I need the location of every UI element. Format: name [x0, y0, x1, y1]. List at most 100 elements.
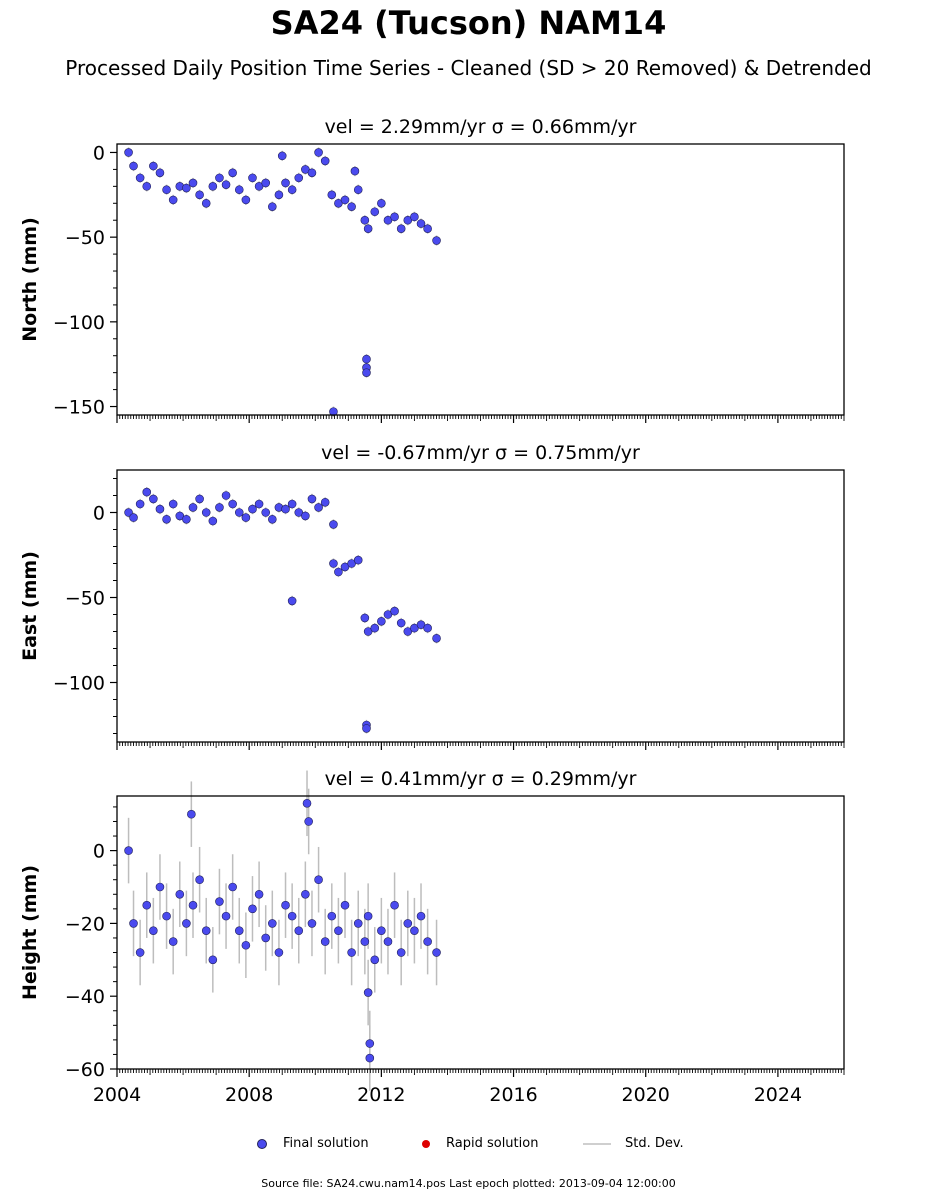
x-tick-label: 2016: [489, 1084, 537, 1106]
east-y-tick-label: −50: [65, 588, 105, 610]
north-data-point: [168, 195, 178, 205]
east-data-point: [320, 497, 330, 507]
north-data-point: [261, 178, 271, 188]
east-data-point: [142, 487, 152, 497]
east-data-point: [362, 724, 371, 733]
north-data-point: [124, 148, 133, 157]
north-data-point: [208, 182, 218, 191]
north-data-point: [432, 236, 441, 245]
east-data-point: [360, 613, 370, 623]
east-data-point: [221, 491, 231, 500]
height-data-point: [274, 948, 284, 957]
height-data-point: [301, 889, 310, 899]
north-data-point: [363, 224, 373, 233]
legend-rapid-label: Rapid solution: [446, 1136, 539, 1151]
height-data-point: [195, 875, 204, 885]
height-data-point: [360, 937, 370, 946]
east-data-point: [195, 494, 204, 504]
height-data-point: [363, 911, 373, 921]
height-data-point: [228, 882, 237, 892]
height-data-point: [432, 948, 441, 957]
height-y-tick-label: −40: [65, 986, 105, 1008]
north-data-point: [195, 190, 204, 200]
east-y-tick-label: −100: [53, 673, 105, 695]
east-axes-frame: [116, 469, 845, 743]
height-data-point: [410, 926, 419, 935]
north-data-point: [362, 368, 371, 377]
east-data-point: [228, 499, 237, 509]
north-y-tick-label: −50: [65, 227, 105, 249]
height-data-point: [124, 846, 133, 855]
east-data-point: [149, 494, 158, 504]
height-data-point: [377, 926, 386, 935]
east-data-point: [281, 504, 290, 514]
height-data-point: [241, 940, 251, 950]
north-data-point: [149, 161, 158, 171]
east-data-point: [329, 559, 338, 568]
legend-rapid: Rapid solution: [422, 1136, 538, 1151]
north-data-point: [182, 183, 191, 193]
east-y-tick-label: 0: [93, 503, 105, 525]
north-data-point: [277, 151, 287, 161]
north-data-point: [142, 182, 152, 191]
north-data-point: [162, 185, 171, 195]
east-data-point: [287, 499, 297, 509]
height-data-point: [304, 817, 313, 826]
east-panel-title: vel = -0.67mm/yr σ = 0.75mm/yr: [321, 442, 640, 464]
east-data-point: [377, 616, 386, 626]
north-data-point: [314, 148, 323, 157]
north-y-tick-label: −150: [53, 397, 105, 419]
east-data-point: [268, 514, 277, 524]
north-y-tick-label: −100: [53, 312, 105, 334]
height-data-point: [187, 809, 196, 819]
north-data-point: [234, 185, 244, 195]
north-data-point: [287, 185, 297, 195]
height-data-point: [365, 1053, 375, 1063]
height-data-point: [416, 911, 426, 921]
north-data-point: [248, 173, 257, 183]
north-data-point: [268, 202, 277, 211]
height-data-point: [370, 955, 380, 965]
east-data-point: [432, 633, 441, 643]
height-data-point: [149, 926, 158, 935]
height-data-point: [215, 897, 224, 906]
height-data-point: [175, 889, 185, 899]
height-data-point: [365, 1039, 375, 1048]
east-y-axis-label: East (mm): [19, 551, 41, 661]
std-dev-line-icon: [583, 1142, 611, 1145]
height-y-tick-label: −60: [65, 1059, 105, 1081]
east-data-point: [261, 508, 271, 517]
north-data-point: [353, 185, 363, 195]
legend-std-label: Std. Dev.: [625, 1136, 684, 1151]
north-data-point: [215, 173, 224, 183]
height-data-point: [340, 900, 350, 910]
north-data-point: [294, 173, 304, 183]
height-data-point: [353, 919, 363, 928]
height-data-point: [363, 988, 373, 997]
height-data-point: [320, 937, 330, 946]
north-data-point: [274, 190, 284, 200]
east-data-point: [307, 494, 317, 504]
north-data-point: [155, 168, 165, 178]
height-data-point: [423, 937, 432, 946]
height-data-point: [182, 919, 191, 928]
final-solution-marker-icon: [257, 1138, 267, 1149]
height-data-point: [347, 948, 356, 957]
north-data-point: [221, 180, 231, 189]
chart-subtitle: Processed Daily Position Time Series - C…: [65, 56, 872, 80]
north-data-point: [362, 354, 371, 364]
height-data-point: [287, 911, 297, 921]
legend-std: Std. Dev.: [583, 1136, 684, 1151]
north-data-point: [390, 212, 399, 222]
north-data-point: [360, 215, 370, 225]
north-y-axis-label: North (mm): [19, 217, 41, 342]
north-data-point: [410, 212, 419, 222]
north-data-point: [201, 198, 211, 208]
north-data-point: [307, 168, 317, 178]
height-data-point: [201, 926, 211, 935]
east-data-point: [241, 513, 251, 522]
height-data-point: [294, 926, 304, 935]
north-data-point: [350, 166, 360, 176]
height-data-point: [135, 948, 145, 957]
